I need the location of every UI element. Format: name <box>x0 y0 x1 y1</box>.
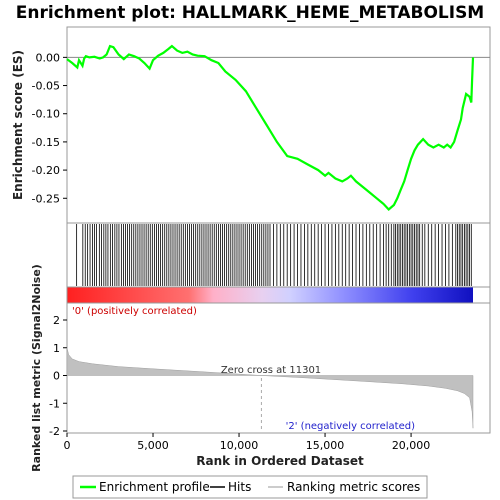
x-tick-label: 0 <box>64 439 71 452</box>
metric-panel: 2 1 0 -1 -2 Zero cross at 11301 '0' (positiv… <box>30 264 491 472</box>
metric-y-tick-label: 1 <box>53 342 60 355</box>
x-tick-label: 10,000 <box>220 439 259 452</box>
es-panel-frame <box>66 26 491 224</box>
es-y-tick-label: -0.20 <box>32 164 60 177</box>
enrichment-profile-line <box>66 44 475 212</box>
zero-cross-label: Zero cross at 11301 <box>221 365 321 376</box>
legend: Enrichment profile Hits Ranking metric s… <box>72 475 428 499</box>
es-y-tick-label: 0.00 <box>36 51 61 64</box>
positive-correlation-label: '0' (positively correlated) <box>72 306 197 317</box>
metric-y-tick-label: 2 <box>53 314 60 327</box>
metric-y-tick-label: -2 <box>49 425 60 438</box>
es-panel: 0.00 -0.05 -0.10 -0.15 -0.20 -0.25 Enrichment… <box>11 26 491 224</box>
ranking-metric-area <box>66 347 474 429</box>
hits-panel <box>66 222 491 288</box>
rank-color-bar <box>67 287 473 303</box>
metric-y-tick-label: 0 <box>53 370 60 383</box>
legend-label-enrichment: Enrichment profile <box>99 480 210 494</box>
hits-panel-frame <box>66 222 491 288</box>
x-tick-label: 5,000 <box>137 439 169 452</box>
es-y-tick-label: -0.05 <box>32 80 60 93</box>
legend-label-ranking: Ranking metric scores <box>287 480 420 494</box>
chart-title: Enrichment plot: HALLMARK_HEME_METABOLIS… <box>16 3 484 23</box>
x-axis-label: Rank in Ordered Dataset <box>196 454 364 468</box>
x-tick-label: 20,000 <box>392 439 431 452</box>
negative-correlation-label: '2' (negatively correlated) <box>286 421 415 432</box>
legend-frame <box>72 475 428 499</box>
metric-y-axis-label: Ranked list metric (Signal2Noise) <box>30 264 43 472</box>
metric-y-tick-label: -1 <box>49 397 60 410</box>
legend-label-hits: Hits <box>228 480 251 494</box>
es-y-tick-label: -0.25 <box>32 192 60 205</box>
x-tick-label: 15,000 <box>306 439 345 452</box>
es-y-tick-label: -0.15 <box>32 136 60 149</box>
es-y-tick-label: -0.10 <box>32 108 60 121</box>
es-y-axis-label: Enrichment score (ES) <box>11 50 25 200</box>
